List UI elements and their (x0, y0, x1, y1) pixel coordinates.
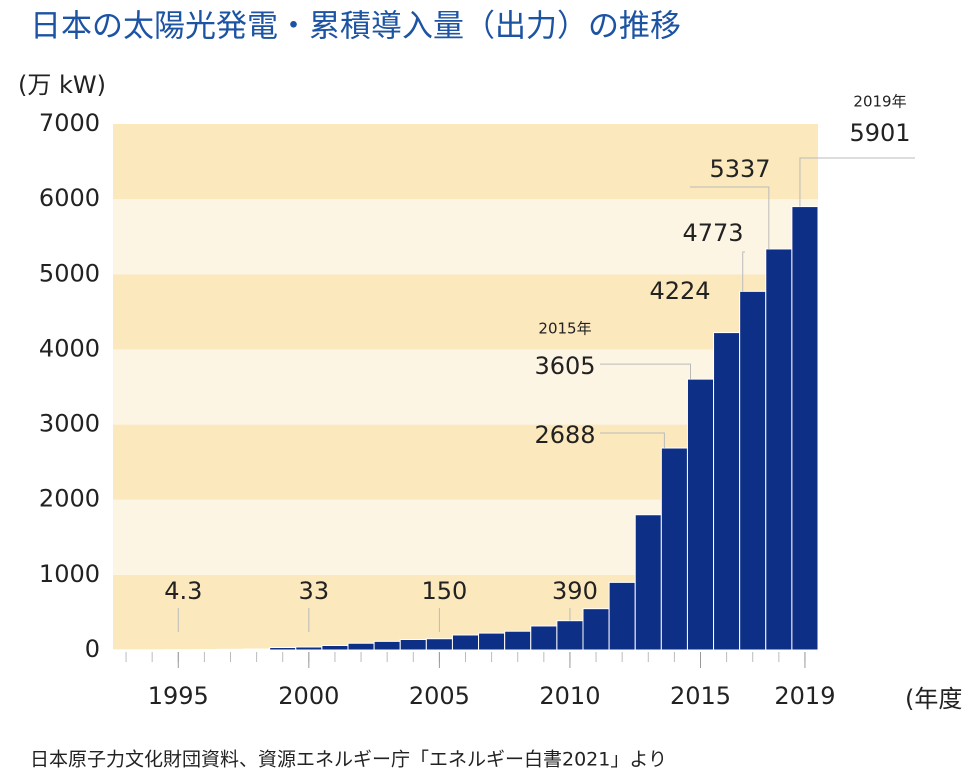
bar (216, 648, 245, 651)
leader-line (742, 251, 745, 292)
y-tick-label: 7000 (39, 109, 100, 137)
y-axis-label: (万 kW) (18, 71, 106, 99)
x-tick-label: 2015 (670, 682, 731, 710)
y-tick-label: 1000 (39, 560, 100, 588)
leader-line (690, 186, 770, 249)
bar (451, 634, 480, 651)
data-label: 2688 (534, 421, 595, 449)
band (113, 274, 818, 350)
annotation: 2015年 (538, 320, 591, 338)
x-tick-label: 2000 (278, 682, 339, 710)
bar (321, 644, 349, 651)
x-tick-label: 2019 (774, 682, 835, 710)
bar (373, 640, 401, 651)
data-label: 4773 (682, 219, 743, 247)
data-label: 390 (552, 577, 598, 605)
bar (713, 332, 741, 651)
bar (399, 638, 427, 651)
bar (243, 648, 271, 651)
bar (634, 514, 662, 651)
band (113, 199, 818, 275)
leader-line (600, 432, 665, 449)
data-label: 5901 (849, 119, 910, 147)
data-label: 33 (299, 577, 330, 605)
bar (295, 646, 323, 651)
data-label: 150 (421, 577, 467, 605)
leader-line (799, 157, 915, 207)
annotation: 2019年 (853, 93, 906, 111)
x-axis-label: (年度 (905, 685, 962, 713)
bar (582, 608, 610, 651)
bar (347, 642, 375, 651)
bar (660, 447, 688, 651)
x-tick-label: 1995 (148, 682, 209, 710)
data-label: 4224 (649, 277, 710, 305)
bar (765, 248, 793, 651)
bar (686, 378, 715, 651)
bar (478, 632, 506, 651)
bar (791, 206, 819, 651)
data-label: 4.3 (164, 577, 202, 605)
bar (556, 620, 584, 651)
y-tick-label: 2000 (39, 485, 100, 513)
leader-line (600, 363, 691, 380)
y-tick-label: 3000 (39, 410, 100, 438)
y-tick-label: 4000 (39, 334, 100, 362)
bar (425, 638, 453, 651)
bar (739, 290, 767, 651)
y-tick-label: 6000 (39, 184, 100, 212)
data-label: 3605 (534, 352, 595, 380)
x-tick-label: 2005 (409, 682, 470, 710)
chart-title: 日本の太陽光発電・累積導入量（出力）の推移 (30, 9, 681, 45)
bar (269, 647, 297, 651)
bar (530, 625, 558, 651)
source: 日本原子力文化財団資料、資源エネルギー庁「エネルギー白書2021」より (30, 749, 667, 771)
data-label: 5337 (709, 155, 770, 183)
y-tick-label: 5000 (39, 259, 100, 287)
y-tick-label: 0 (85, 635, 100, 663)
bar (608, 581, 636, 651)
x-tick-label: 2010 (539, 682, 600, 710)
bar (504, 630, 532, 651)
